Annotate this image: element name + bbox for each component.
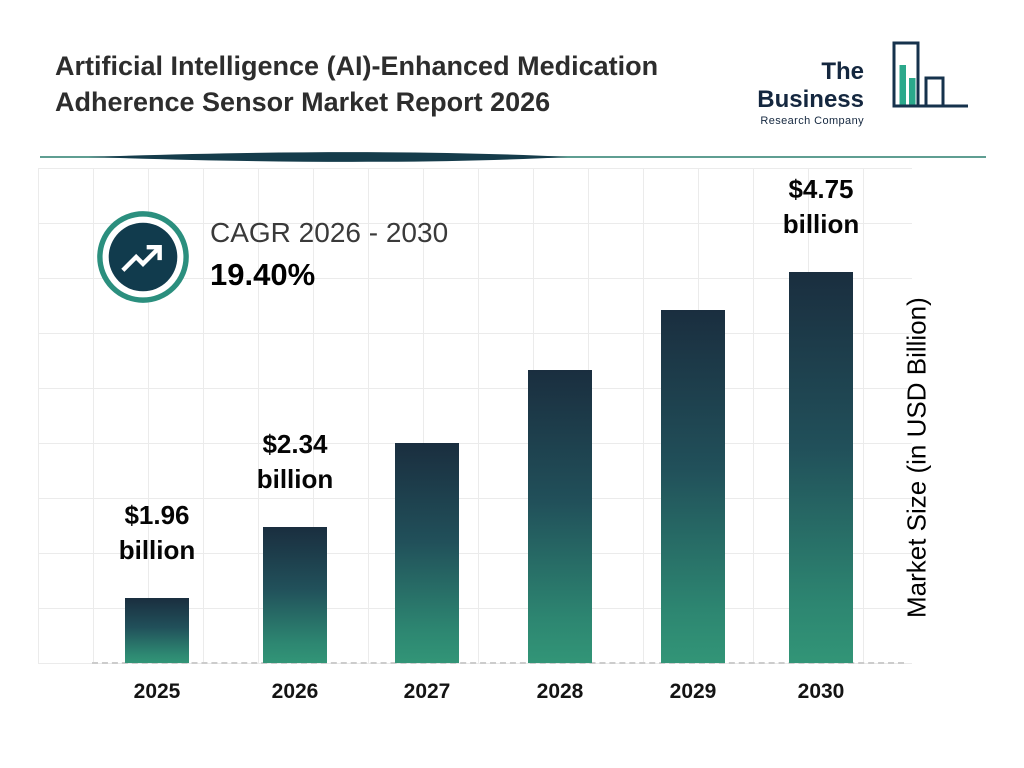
logo-name: The Business bbox=[757, 58, 864, 113]
cagr-badge: CAGR 2026 - 2030 19.40% bbox=[210, 217, 448, 293]
y-axis-label: Market Size (in USD Billion) bbox=[901, 297, 932, 619]
bar-2028 bbox=[528, 370, 592, 663]
bar-2029 bbox=[661, 310, 725, 663]
logo-subtitle: Research Company bbox=[760, 115, 864, 127]
x-tick-2027: 2027 bbox=[403, 680, 451, 703]
cagr-value: 19.40% bbox=[210, 257, 316, 292]
bar-value-label-2026: $2.34 billion bbox=[256, 429, 334, 495]
title-line-1: Artificial Intelligence (AI)-Enhanced Me… bbox=[55, 51, 659, 81]
bar-value-label-2025: $1.96 billion bbox=[118, 500, 196, 566]
bar-2027 bbox=[395, 443, 459, 663]
trend-up-icon bbox=[94, 208, 192, 311]
x-tick-2029: 2029 bbox=[669, 680, 717, 703]
bar-value-label-2030: $4.75 billion bbox=[782, 174, 860, 240]
page-title: Artificial Intelligence (AI)-Enhanced Me… bbox=[55, 48, 735, 120]
cagr-label: CAGR 2026 - 2030 bbox=[210, 217, 449, 248]
x-tick-2026: 2026 bbox=[271, 680, 319, 703]
x-tick-2030: 2030 bbox=[797, 680, 845, 703]
x-tick-2028: 2028 bbox=[536, 680, 584, 703]
bar-2026 bbox=[263, 527, 327, 663]
header-divider bbox=[0, 148, 1024, 166]
bar-2025 bbox=[125, 598, 189, 663]
logo-barchart-icon bbox=[870, 40, 970, 127]
title-line-2: Adherence Sensor Market Report 2026 bbox=[55, 87, 551, 118]
x-tick-2025: 2025 bbox=[133, 680, 181, 703]
company-logo: The Business Research Company bbox=[722, 41, 982, 127]
x-axis-line bbox=[92, 662, 904, 664]
bar-2030 bbox=[789, 272, 853, 663]
